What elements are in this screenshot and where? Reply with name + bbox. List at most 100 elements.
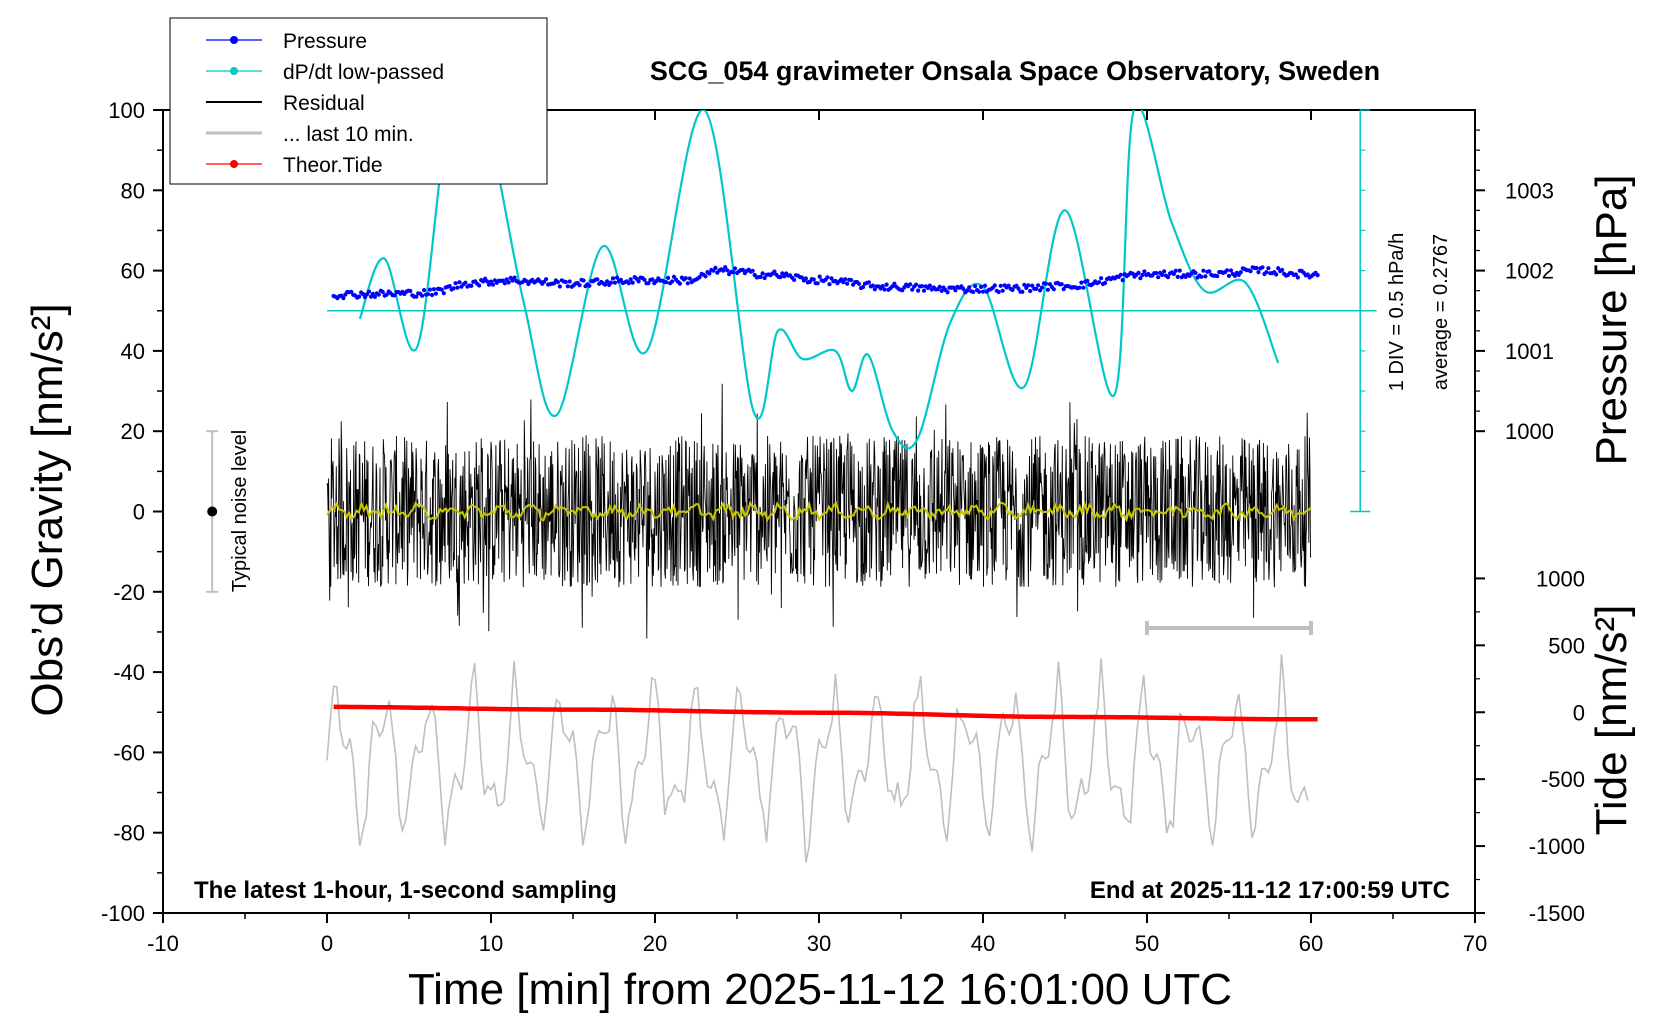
pressure-point xyxy=(939,288,944,293)
pressure-point xyxy=(563,279,568,285)
pressure-point xyxy=(1034,286,1039,291)
pressure-point xyxy=(953,288,958,293)
pressure-point xyxy=(1162,269,1167,274)
legend-label: dP/dt low-passed xyxy=(283,61,444,84)
pressure-point xyxy=(463,280,468,285)
pressure-point xyxy=(502,281,507,286)
pressure-point xyxy=(825,275,830,280)
pressure-point xyxy=(565,284,570,289)
pressure-point xyxy=(1215,274,1220,279)
y-tick-label: 0 xyxy=(133,500,145,525)
pressure-point xyxy=(1059,282,1064,287)
pressure-point xyxy=(827,282,832,287)
pressure-point xyxy=(488,279,494,284)
pressure-point xyxy=(677,281,683,286)
pressure-point xyxy=(866,280,872,285)
pressure-point xyxy=(910,287,915,292)
pressure-point xyxy=(457,280,462,285)
pressure-point xyxy=(422,288,427,293)
pressure-point xyxy=(723,265,728,270)
pressure-point xyxy=(1000,288,1005,293)
pressure-point xyxy=(1142,269,1147,274)
pressure-point xyxy=(799,275,805,280)
pressure-point xyxy=(870,283,875,288)
pressure-point xyxy=(1160,272,1165,277)
pressure-point xyxy=(1256,270,1261,275)
pressure-point xyxy=(884,282,889,287)
pressure-point xyxy=(740,267,746,272)
pressure-point xyxy=(490,282,496,287)
y-axis-title-tide: Tide [nm/s²] xyxy=(1587,605,1636,836)
pressure-point xyxy=(1026,283,1031,288)
pressure-point xyxy=(1203,274,1208,279)
pressure-point xyxy=(815,281,820,286)
pressure-point xyxy=(429,292,435,298)
y-tick-label: -60 xyxy=(113,740,145,765)
pressure-point xyxy=(961,286,966,291)
y-tick-label: 40 xyxy=(121,339,145,364)
pressure-point xyxy=(1156,275,1161,280)
x-tick-label: 0 xyxy=(321,931,333,956)
pressure-point xyxy=(1030,283,1035,288)
pressure-point xyxy=(612,280,618,285)
pressure-point xyxy=(1043,281,1049,286)
pressure-point xyxy=(927,283,933,288)
pressure-point xyxy=(380,289,385,295)
pressure-point xyxy=(978,284,984,289)
pressure-point xyxy=(650,277,655,282)
pressure-point xyxy=(433,291,438,296)
pressure-point xyxy=(453,281,458,286)
pressure-point xyxy=(636,279,641,284)
pressure-point xyxy=(882,287,887,292)
pressure-point xyxy=(1293,272,1298,277)
tide-tick-label: 0 xyxy=(1573,700,1585,725)
pressure-point xyxy=(880,284,885,289)
pressure-point xyxy=(370,291,375,296)
pressure-point xyxy=(945,290,950,295)
pressure-tick-label: 1003 xyxy=(1505,178,1554,203)
pressure-point xyxy=(372,294,377,299)
legend: Pressure dP/dt low-passed Residual ... last… xyxy=(169,17,548,185)
pressure-point xyxy=(1006,283,1011,288)
pressure-point xyxy=(1201,268,1206,273)
series-residual-smoothed xyxy=(326,499,1312,523)
pressure-point xyxy=(1079,280,1084,285)
pressure-point xyxy=(1138,276,1143,281)
pressure-point xyxy=(366,289,372,294)
pressure-point xyxy=(603,282,608,287)
pressure-point xyxy=(1010,287,1015,293)
pressure-point xyxy=(557,284,563,289)
y-tick-label: -80 xyxy=(113,821,145,846)
legend-label: ... last 10 min. xyxy=(283,123,414,146)
pressure-point xyxy=(1177,268,1182,273)
tide-tick-label: -1500 xyxy=(1529,901,1585,926)
pressure-point xyxy=(1315,273,1320,278)
pressure-point xyxy=(1077,285,1082,290)
y-tick-label: 20 xyxy=(121,419,145,444)
pressure-point xyxy=(581,278,586,283)
pressure-point xyxy=(965,288,970,293)
pressure-point xyxy=(610,276,616,281)
pressure-point xyxy=(703,274,708,279)
pressure-point xyxy=(595,277,600,282)
pressure-point xyxy=(1016,286,1021,291)
pressure-point xyxy=(914,282,919,287)
pressure-point xyxy=(486,282,492,287)
pressure-point xyxy=(762,275,767,281)
pressure-point xyxy=(608,280,614,285)
pressure-tick-label: 1002 xyxy=(1505,259,1554,284)
legend-label: Residual xyxy=(283,92,365,115)
y-tick-label: 80 xyxy=(121,178,145,203)
pressure-point xyxy=(506,280,511,285)
pressure-point xyxy=(811,277,816,282)
y-tick-label: -20 xyxy=(113,580,145,605)
pressure-point xyxy=(1028,288,1033,294)
legend-swatch-marker xyxy=(230,36,238,44)
pressure-point xyxy=(872,287,877,292)
pressure-point xyxy=(1295,275,1300,280)
tide-tick-label: 500 xyxy=(1548,633,1585,658)
pressure-point xyxy=(630,280,635,285)
pressure-point xyxy=(1254,265,1259,271)
pressure-point xyxy=(646,281,651,286)
pressure-point xyxy=(555,280,561,285)
